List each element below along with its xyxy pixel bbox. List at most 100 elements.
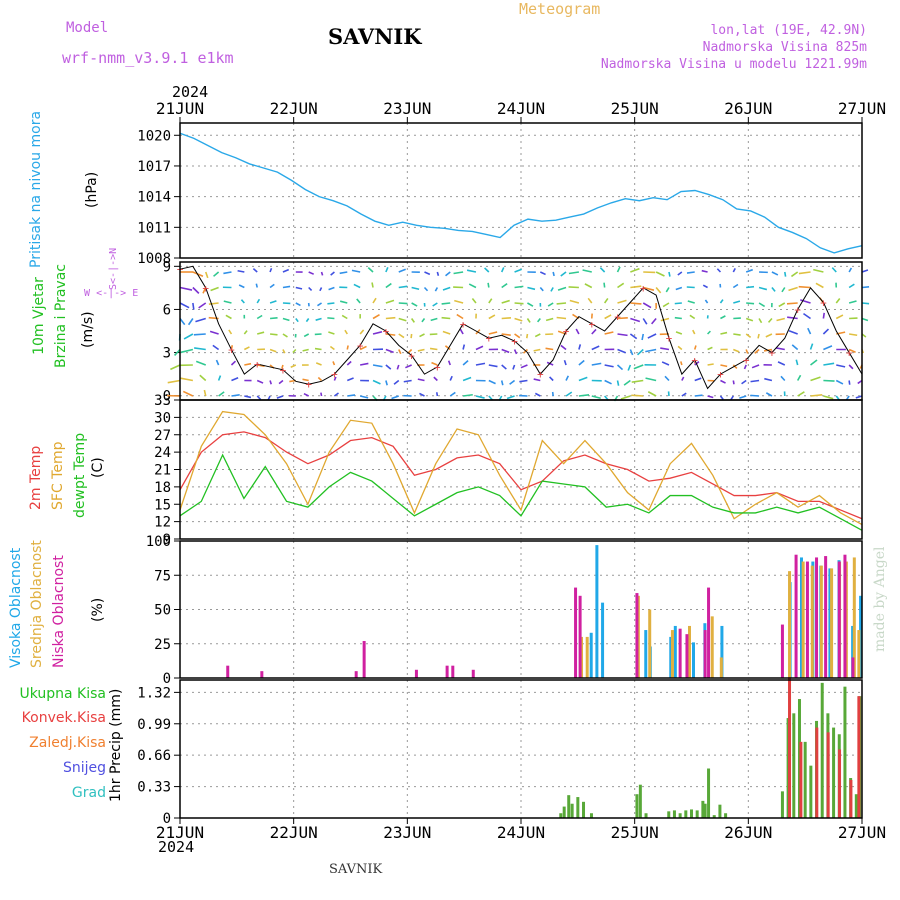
wind-barb [631, 394, 644, 397]
x-axis-label-bottom: 21JUN [156, 823, 204, 842]
wind-barb [269, 380, 273, 385]
wind-barb [183, 333, 194, 340]
cloud-low-bar [451, 665, 455, 678]
wind-barb [660, 317, 670, 322]
wind-barb [231, 377, 239, 382]
y-tick-label: 0 [163, 671, 171, 687]
y-tick-label: 0.99 [137, 717, 171, 733]
wind-barb [281, 364, 284, 369]
wind-barb [514, 317, 523, 322]
wind-barb [320, 271, 324, 276]
wind-barb [398, 333, 405, 339]
wind-barb [539, 271, 546, 276]
wind-barb [319, 287, 323, 292]
wind-barb [693, 345, 697, 350]
wind-barb [417, 378, 425, 382]
wind-barb [704, 299, 709, 304]
wind-barb [444, 345, 451, 351]
wind-gust-marker: + [228, 344, 235, 357]
precip-convective-bar [826, 732, 830, 818]
wind-barb [745, 349, 749, 354]
wind-barb [462, 376, 472, 382]
wind-barb [575, 328, 580, 335]
wind-barb [396, 364, 400, 370]
wind-barb [798, 285, 811, 289]
wind-barb [716, 268, 722, 273]
wind-barb [823, 362, 835, 366]
panel-frame [179, 261, 863, 401]
wind-barb [758, 286, 768, 291]
wind-barb [332, 361, 336, 366]
wind-barb [419, 333, 425, 338]
cloud-low-bar [707, 587, 711, 678]
wind-barb [282, 349, 286, 354]
wind-barb [430, 317, 438, 322]
lonlat-label: lon,lat (19E, 42.9N) [710, 23, 867, 38]
compass-we-arrows: <-|-> [96, 288, 127, 299]
cloud-high-bar [601, 602, 605, 678]
wind-barb [750, 379, 760, 383]
wind-barb [848, 283, 855, 289]
wind-barb [651, 317, 657, 325]
cloud-low-bar [794, 554, 798, 678]
wind-barb [237, 269, 245, 273]
wind-gust-marker: + [717, 368, 724, 381]
wind-barb [617, 299, 627, 304]
wind-barb [645, 377, 657, 382]
elevation-label: Nadmorska Visina 825m [702, 40, 867, 55]
wind-barb [810, 394, 823, 397]
wind-barb [701, 269, 708, 273]
wind-barb [641, 333, 645, 341]
wind-barb [327, 302, 335, 305]
wind-barb [746, 302, 755, 305]
wind-barb [500, 380, 504, 386]
wind-barb [534, 333, 541, 338]
cloud-mid-bar [810, 565, 814, 678]
wind-barb [282, 333, 288, 338]
x-axis-label-top: 21JUN [156, 99, 204, 118]
wind-barb [462, 344, 466, 350]
wind-barb [346, 345, 349, 350]
wind-barb [403, 379, 412, 383]
wind-barb [565, 375, 570, 381]
cloud-high-bar [669, 636, 673, 678]
wind-barb [315, 362, 322, 366]
wind-barb [823, 345, 833, 351]
wind-barb [784, 271, 787, 277]
wind-barb [809, 343, 814, 350]
compass-e: E [132, 288, 139, 299]
wind-barb [398, 285, 408, 289]
wind-barb [466, 269, 477, 273]
cloud-low-bar [635, 593, 639, 678]
wind-barb [668, 271, 671, 277]
wind-barb [848, 300, 857, 304]
y-tick-label: 27 [154, 428, 171, 444]
wind-barb [244, 395, 252, 399]
pressure-series-line [179, 132, 863, 254]
wind-barb [500, 267, 505, 273]
cloud-low-bar [471, 669, 475, 678]
wind-barb [328, 286, 335, 291]
x-axis-label-top: 23JUN [383, 99, 431, 118]
wind-barb [441, 316, 451, 320]
wind-gust-marker: + [357, 339, 364, 352]
compass-we: W <-|-> E [84, 288, 138, 299]
wind-barb [642, 302, 652, 309]
wind-barb [282, 285, 291, 289]
wind-barb [269, 283, 275, 289]
wind-barb [754, 348, 760, 354]
wind-gust-marker: + [486, 332, 493, 345]
wind-barb [743, 364, 747, 370]
wind-gust-marker: + [331, 368, 338, 381]
wind-barb [514, 333, 521, 339]
wind-barb [545, 347, 554, 351]
cloud-low-bar [703, 630, 707, 678]
precip-total-bar [803, 741, 807, 818]
wind-barb [423, 286, 429, 292]
wind-barb [578, 344, 582, 350]
wind-barb [501, 317, 512, 320]
wind-barb [848, 348, 856, 353]
wind-barb [661, 361, 670, 366]
wind-barb [556, 316, 567, 320]
wind-gust-marker: + [280, 364, 287, 377]
